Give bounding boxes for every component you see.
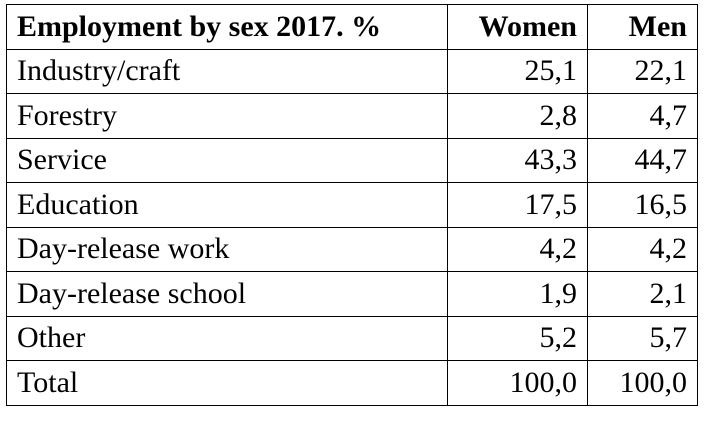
table-row: Day-release school 1,9 2,1 <box>6 271 698 317</box>
column-header-women: Women <box>447 4 588 50</box>
cell-women: 5,2 <box>447 315 588 361</box>
cell-men: 5,7 <box>587 315 698 361</box>
row-label: Forestry <box>6 93 448 139</box>
cell-men: 16,5 <box>587 182 698 228</box>
cell-women: 17,5 <box>447 182 588 228</box>
table-row: Day-release work 4,2 4,2 <box>6 226 698 272</box>
cell-men: 2,1 <box>587 271 698 317</box>
row-label: Industry/craft <box>6 48 448 94</box>
cell-men: 4,7 <box>587 93 698 139</box>
cell-women: 4,2 <box>447 226 588 272</box>
cell-women: 2,8 <box>447 93 588 139</box>
column-header-men: Men <box>587 4 698 50</box>
cell-men: 22,1 <box>587 48 698 94</box>
header-row: Employment by sex 2017. % Women Men <box>6 4 698 50</box>
cell-men: 4,2 <box>587 226 698 272</box>
cell-women: 1,9 <box>447 271 588 317</box>
row-label: Day-release school <box>6 271 448 317</box>
table-row: Industry/craft 25,1 22,1 <box>6 48 698 94</box>
row-label: Day-release work <box>6 226 448 272</box>
table-row: Service 43,3 44,7 <box>6 137 698 183</box>
table-row-total: Total 100,0 100,0 <box>6 360 698 406</box>
table-row: Other 5,2 5,7 <box>6 315 698 361</box>
cell-women: 25,1 <box>447 48 588 94</box>
table-row: Education 17,5 16,5 <box>6 182 698 228</box>
cell-women: 43,3 <box>447 137 588 183</box>
cell-women: 100,0 <box>447 360 588 406</box>
table-row: Forestry 2,8 4,7 <box>6 93 698 139</box>
cell-men: 100,0 <box>587 360 698 406</box>
row-label: Total <box>6 360 448 406</box>
cell-men: 44,7 <box>587 137 698 183</box>
row-label: Service <box>6 137 448 183</box>
row-label: Other <box>6 315 448 361</box>
table-title: Employment by sex 2017. % <box>6 4 448 50</box>
row-label: Education <box>6 182 448 228</box>
employment-table: Employment by sex 2017. % Women Men Indu… <box>6 4 698 406</box>
